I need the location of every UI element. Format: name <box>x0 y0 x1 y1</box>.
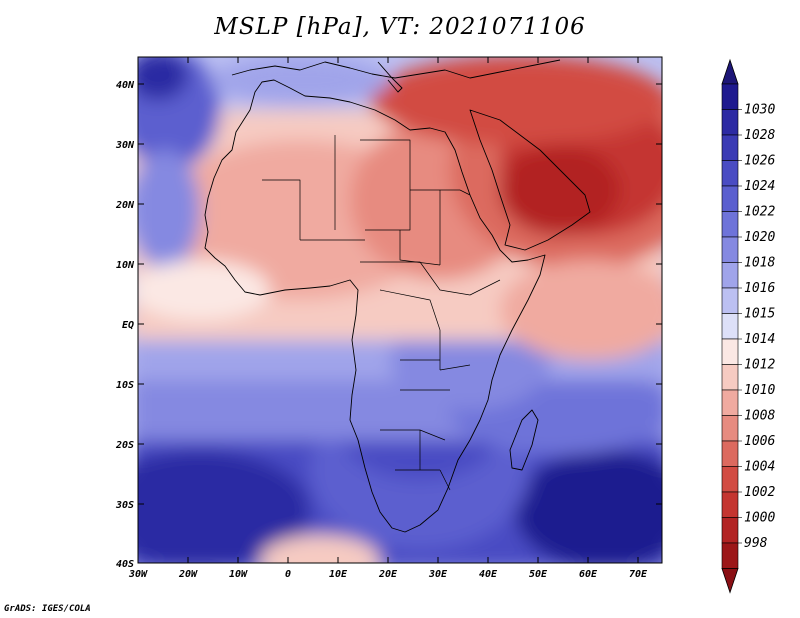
colorbar-segment <box>721 491 739 518</box>
colorbar-label: 1010 <box>744 383 775 398</box>
colorbar-tip-top <box>721 58 739 85</box>
high-indian-ocean <box>515 450 662 563</box>
colorbar-segment <box>721 287 739 314</box>
colorbar-segment <box>721 517 739 544</box>
borders-south <box>380 429 451 491</box>
colorbar-segment <box>721 262 739 289</box>
atlantic-west-trough <box>138 150 200 270</box>
borders-north <box>262 135 471 266</box>
colorbar: 1030 1028 1026 1024 1022 1020 1018 1016 1015 1014… <box>721 58 775 594</box>
low-arabian-sea <box>500 260 662 360</box>
colorbar-segment <box>721 313 739 340</box>
lon-tick-label: 10E <box>329 569 348 580</box>
colorbar-label: 1018 <box>744 256 775 271</box>
latitude-axis: 40N 30N 20N 10N EQ 10S 20S 30S 40S <box>115 80 662 570</box>
colorbar-segment <box>721 415 739 442</box>
africa-coastline <box>204 79 546 533</box>
europe-coastline <box>231 59 561 79</box>
high-azores-core <box>138 57 188 100</box>
colorbar-label: 1026 <box>744 154 775 169</box>
lon-tick-label: 0 <box>285 569 291 580</box>
colorbar-segment <box>721 389 739 416</box>
colorbar-label: 1014 <box>744 332 775 347</box>
colorbar-label: 1004 <box>744 460 775 475</box>
colorbar-segment <box>721 364 739 391</box>
colorbar-label: 1002 <box>744 485 775 500</box>
colorbar-label: 998 <box>744 536 768 551</box>
pressure-field <box>138 57 662 563</box>
coastlines <box>204 59 591 533</box>
lon-tick-label: 70E <box>629 569 648 580</box>
low-middle-east-north <box>370 57 662 145</box>
madagascar-coastline <box>509 409 539 471</box>
colorbar-label: 1028 <box>744 128 775 143</box>
colorbar-segment <box>721 440 739 467</box>
lon-tick-label: 60E <box>579 569 598 580</box>
lon-tick-label: 30E <box>428 569 448 580</box>
lat-tick-label: 40N <box>116 80 135 91</box>
longitude-axis: 30W 20W 10W 0 10E 20E 30E 40E 50E 60E 70E <box>128 57 648 580</box>
lat-tick-label: 30S <box>115 500 134 511</box>
colorbar-label: 1012 <box>744 358 775 373</box>
colorbar-segment <box>721 185 739 212</box>
colorbar-label: 1024 <box>744 179 775 194</box>
lon-tick-label: 20E <box>378 569 398 580</box>
colorbar-segment <box>721 109 739 136</box>
high-south-atlantic <box>138 450 310 563</box>
lat-tick-label: 30N <box>115 140 135 151</box>
map-title: MSLP [hPa], VT: 2021071106 <box>214 14 586 40</box>
lat-tick-label: 40S <box>116 559 134 570</box>
lon-tick-label: 50E <box>529 569 548 580</box>
colorbar-label: 1006 <box>744 434 775 449</box>
colorbar-label: 1030 <box>744 103 775 118</box>
lon-tick-label: 10W <box>229 569 248 580</box>
lat-tick-label: 10N <box>116 260 135 271</box>
colorbar-label: 1000 <box>744 511 775 526</box>
colorbar-segment <box>721 338 739 365</box>
lon-tick-label: 40E <box>479 569 498 580</box>
lat-tick-label: 20S <box>115 440 134 451</box>
lat-tick-label: EQ <box>122 320 134 331</box>
colorbar-segment <box>721 83 739 110</box>
colorbar-segment <box>721 466 739 493</box>
colorbar-segment <box>721 160 739 187</box>
colorbar-segment <box>721 134 739 161</box>
colorbar-label: 1020 <box>744 230 775 245</box>
mediterranean-west <box>210 57 390 105</box>
lat-tick-label: 20N <box>115 200 135 211</box>
colorbar-label: 1016 <box>744 281 775 296</box>
map-frame <box>137 56 663 564</box>
lon-tick-label: 30W <box>128 569 148 580</box>
arabia-coastline <box>469 109 591 251</box>
colorbar-label: 1022 <box>744 205 775 220</box>
borders-central <box>360 261 501 391</box>
colorbar-segment <box>721 542 739 569</box>
colorbar-tip-bottom <box>721 568 739 594</box>
colorbar-segment <box>721 211 739 238</box>
italy-coastline <box>377 61 403 93</box>
credit-text: GrADS: IGES/COLA <box>4 604 91 614</box>
colorbar-label: 1015 <box>744 307 775 322</box>
colorbar-segment <box>721 236 739 263</box>
low-arabia-core <box>500 145 620 235</box>
low-south-west <box>260 535 380 563</box>
colorbar-label: 1008 <box>744 409 775 424</box>
lon-tick-label: 20W <box>178 569 198 580</box>
lat-tick-label: 10S <box>116 380 134 391</box>
gulf-of-guinea-white <box>138 260 270 320</box>
